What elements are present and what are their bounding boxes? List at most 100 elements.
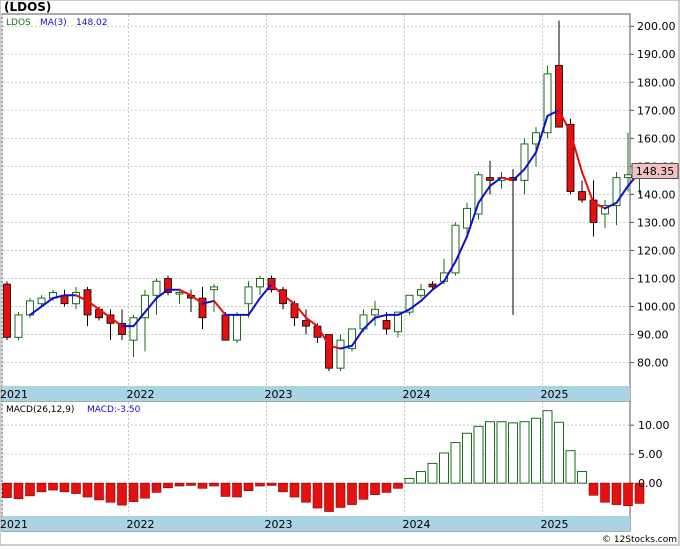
candlestick: [129, 314, 138, 357]
candle-body-up: [405, 294, 414, 313]
candlestick: [601, 200, 609, 229]
macd-bar: [312, 482, 323, 509]
candle-body-down: [118, 322, 126, 335]
price-panel-frame: [1, 13, 631, 402]
candle-body-down: [221, 314, 230, 341]
macd-bar: [36, 482, 47, 493]
ma-segment: [489, 176, 503, 187]
candle-body-down: [198, 297, 207, 319]
legend-symbol: LDOS: [6, 18, 31, 28]
year-label: 2025: [541, 388, 569, 401]
macd-tick-label: 10.00: [638, 419, 670, 432]
candlestick: [451, 222, 460, 276]
macd-bar: [393, 482, 403, 489]
macd-bar: [82, 482, 93, 498]
ma-segment: [408, 299, 422, 311]
candle-body-up: [417, 289, 425, 296]
macd-bar: [496, 421, 507, 484]
candle-body-up: [612, 177, 621, 207]
macd-bar: [531, 417, 541, 484]
macd-bar: [416, 471, 426, 484]
price-tick-label: 110.00: [637, 272, 676, 285]
ma-segment: [615, 184, 629, 204]
macd-bar: [634, 482, 645, 504]
date-axis-labels: 2021 2021 2022 2022 2023 2023 2024 2024 2025 2025: [0, 388, 569, 531]
macd-bar: [427, 462, 438, 484]
candlestick: [578, 180, 586, 203]
candle-body-down: [555, 65, 563, 128]
ma-segment: [293, 302, 307, 319]
year-label: 2021: [0, 518, 28, 531]
candlestick: [152, 278, 161, 315]
candlestick: [417, 284, 425, 299]
ma-segment: [52, 294, 66, 300]
ma-segment: [178, 288, 192, 297]
macd-bar: [347, 482, 357, 505]
macd-bar: [2, 482, 12, 498]
candle-body-up: [451, 224, 460, 274]
year-label: 2022: [127, 518, 155, 531]
ma-segment: [592, 201, 606, 210]
ma-segment: [305, 316, 319, 328]
macd-bar: [243, 482, 254, 491]
macd-bar: [209, 482, 219, 487]
candle-body-up: [520, 143, 529, 181]
macd-bar: [94, 482, 104, 501]
macd-bar: [140, 482, 150, 499]
macd-bar: [48, 482, 58, 491]
ma-segment: [40, 297, 54, 308]
last-price-value: 148.35: [636, 165, 675, 178]
macd-legend-value: MACD:-3.50: [87, 405, 141, 415]
macd-tick-label: 0.00: [638, 477, 663, 490]
ma-segment: [109, 316, 123, 328]
candle-body-up: [474, 174, 483, 215]
ma-segment: [374, 313, 388, 319]
moving-average-line: [29, 109, 641, 350]
macd-bar: [611, 482, 622, 505]
candlestick: [256, 275, 264, 296]
price-tick-label: 200.00: [637, 20, 676, 33]
candle-body-down: [566, 123, 575, 192]
macd-legend-label: MACD(26,12,9): [6, 405, 74, 415]
candle-body-up: [14, 314, 23, 338]
macd-bar: [439, 452, 449, 484]
candle-body-down: [578, 191, 586, 201]
candle-body-up: [336, 339, 345, 369]
ma-segment: [558, 109, 572, 134]
macd-bar: [623, 482, 633, 507]
ma-segment: [155, 288, 169, 300]
ma-segment: [500, 176, 514, 182]
candle-body-up: [72, 292, 80, 305]
macd-bar: [577, 471, 587, 484]
candle-body-up: [210, 286, 218, 291]
candlestick: [405, 294, 414, 315]
macd-bar: [301, 482, 311, 503]
macd-bar: [220, 482, 231, 497]
macd-bar: [462, 432, 472, 484]
candle-body-up: [624, 174, 632, 179]
candle-body-up: [543, 73, 552, 134]
ma-segment: [604, 201, 618, 210]
macd-date-band: [2, 516, 630, 531]
candlestick: [233, 312, 241, 343]
year-label: 2021: [0, 388, 28, 401]
ma-segment: [362, 316, 376, 330]
macd-bar: [232, 482, 242, 498]
ma-segment: [190, 294, 204, 305]
candle-body-up: [256, 277, 264, 288]
macd-bar: [565, 450, 576, 484]
price-tick-label: 170.00: [637, 104, 676, 117]
ma-segment: [443, 260, 457, 283]
ma-segment: [75, 294, 89, 302]
ma-segment: [132, 311, 146, 328]
price-tick-label: 130.00: [637, 216, 676, 229]
ma-segment: [431, 280, 445, 291]
year-label: 2025: [541, 518, 569, 531]
candlestick: [14, 312, 23, 341]
candlestick: [164, 275, 172, 296]
candle-body-up: [244, 286, 253, 305]
candlestick: [210, 284, 218, 313]
price-tick-label: 190.00: [637, 48, 676, 61]
ma-segment: [282, 294, 296, 305]
